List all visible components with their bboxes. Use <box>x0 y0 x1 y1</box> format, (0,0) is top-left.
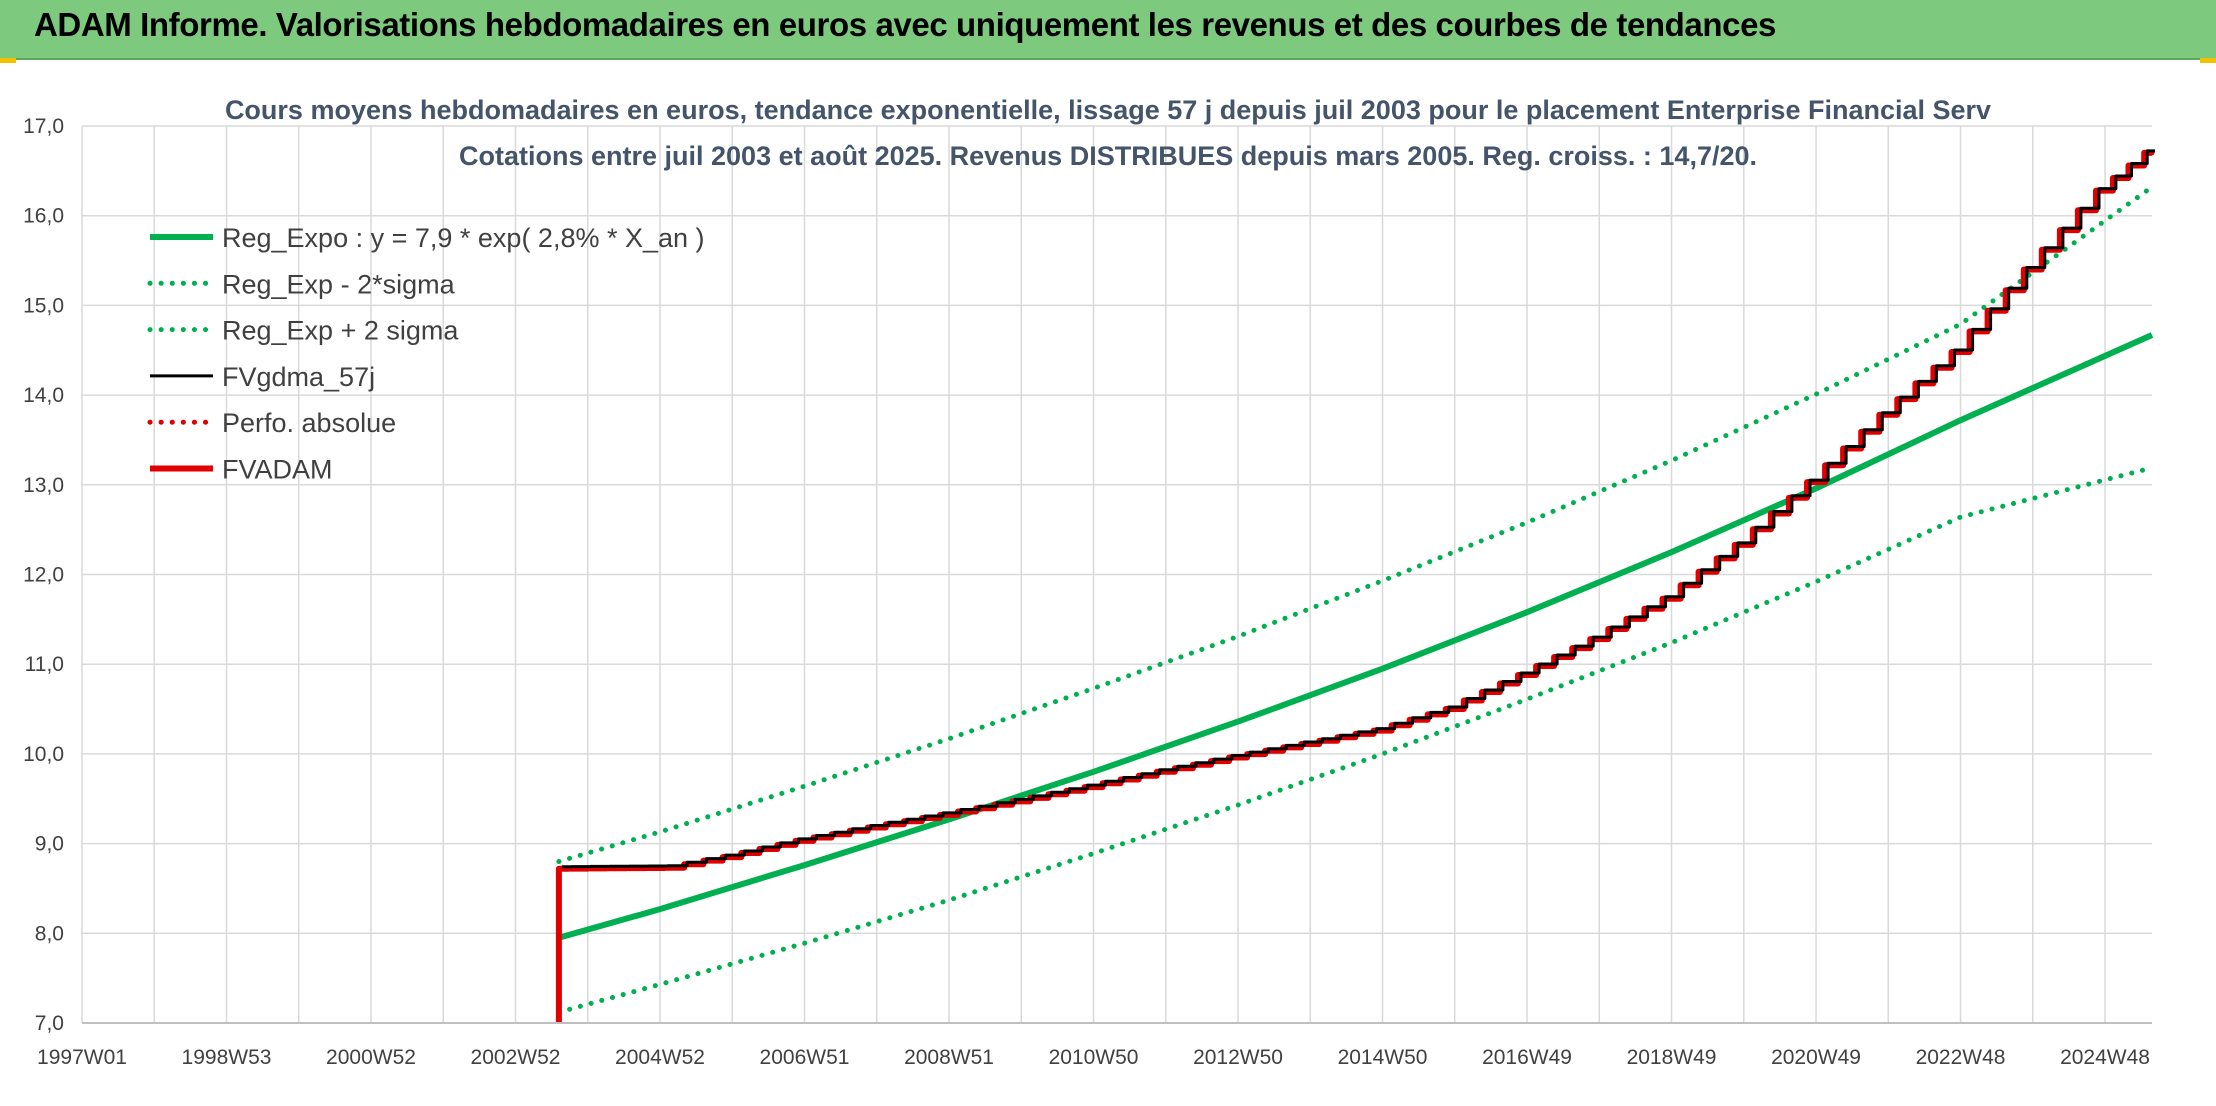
corner-mark-right <box>2200 58 2216 63</box>
y-tick-label: 7,0 <box>35 1012 64 1035</box>
axes: 7,0 8,0 9,0 10,0 11,0 12,0 13,0 14,0 15,0 16,0 17,… <box>23 115 2152 1069</box>
y-tick-label: 14,0 <box>23 384 64 407</box>
x-tick-label: 2022W48 <box>1916 1046 2006 1069</box>
x-tick-label: 2010W50 <box>1049 1046 1139 1069</box>
series-line-3 <box>561 149 2155 869</box>
y-tick-label: 17,0 <box>23 115 64 138</box>
chart-frame: 7,0 8,0 9,0 10,0 11,0 12,0 13,0 14,0 15,0 16,0 17,… <box>0 62 2216 1106</box>
x-tick-label: 2018W49 <box>1627 1046 1717 1069</box>
series-line-0 <box>558 332 2154 941</box>
y-tick-label: 9,0 <box>35 833 64 856</box>
x-tick-label: 2000W52 <box>326 1046 416 1069</box>
legend-label-5: FVADAM <box>222 455 333 485</box>
x-tick-label: 2004W52 <box>615 1046 705 1069</box>
x-tick-label: 2008W51 <box>904 1046 994 1069</box>
legend-label-0: Reg_Expo : y = 7,9 * exp( 2,8% * X_an ) <box>222 223 705 253</box>
header-bar: ADAM Informe. Valorisations hebdomadaire… <box>0 0 2216 60</box>
y-tick-label: 15,0 <box>23 294 64 317</box>
legend-label-2: Reg_Exp + 2 sigma <box>222 316 459 346</box>
x-tick-label: 2016W49 <box>1482 1046 1572 1069</box>
x-tick-label: 2014W50 <box>1338 1046 1428 1069</box>
x-tick-label: 2020W49 <box>1771 1046 1861 1069</box>
legend-label-4: Perfo. absolue <box>222 408 396 438</box>
series-line-5 <box>555 149 2152 1023</box>
series-line-2 <box>556 184 2155 864</box>
y-tick-label: 8,0 <box>35 922 64 945</box>
x-tick-label: 2006W51 <box>760 1046 850 1069</box>
x-tick-label: 1997W01 <box>37 1046 127 1069</box>
legend-label-3: FVgdma_57j <box>222 362 375 392</box>
chart-title-line-2: Cotations entre juil 2003 et août 2025. … <box>459 141 1757 171</box>
x-tick-label: 2002W52 <box>471 1046 561 1069</box>
y-tick-label: 13,0 <box>23 474 64 497</box>
legend: Reg_Expo : y = 7,9 * exp( 2,8% * X_an ) R… <box>147 223 705 485</box>
series-line-4 <box>556 150 2155 872</box>
y-tick-label: 11,0 <box>25 653 64 676</box>
y-tick-label: 10,0 <box>23 743 64 766</box>
series-layer <box>555 149 2155 1023</box>
legend-label-1: Reg_Exp - 2*sigma <box>222 269 456 299</box>
series-line-1 <box>556 465 2155 1015</box>
y-tick-label: 16,0 <box>23 205 64 228</box>
page-title: ADAM Informe. Valorisations hebdomadaire… <box>34 6 1776 43</box>
x-tick-label: 2012W50 <box>1193 1046 1283 1069</box>
x-tick-label: 1998W53 <box>182 1046 272 1069</box>
y-tick-label: 12,0 <box>23 564 64 587</box>
x-tick-label: 2024W48 <box>2060 1046 2150 1069</box>
corner-mark-left <box>0 58 16 63</box>
grid <box>81 125 2152 1024</box>
chart-title-line-1: Cours moyens hebdomadaires en euros, ten… <box>225 95 1991 125</box>
chart: 7,0 8,0 9,0 10,0 11,0 12,0 13,0 14,0 15,0 16,0 17,… <box>23 95 2155 1069</box>
